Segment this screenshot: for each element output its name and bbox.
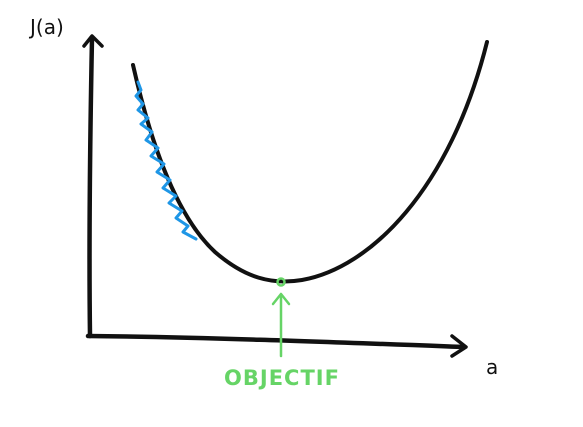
x-axis-arrowhead	[450, 334, 468, 358]
y-axis-label: J(a)	[28, 15, 64, 39]
cost-curve	[131, 40, 489, 284]
x-axis-label: a	[486, 355, 498, 379]
y-axis-line	[87, 35, 95, 339]
target-marker-icon	[276, 277, 286, 287]
x-axis-line	[85, 333, 467, 350]
gradient-descent-path	[134, 80, 198, 241]
target-arrow-icon	[271, 292, 291, 358]
target-arrow-head	[271, 292, 291, 306]
x-axis	[85, 333, 468, 358]
target-label: OBJECTIF	[224, 366, 340, 390]
y-axis	[82, 34, 104, 339]
y-axis-arrowhead	[82, 34, 104, 48]
